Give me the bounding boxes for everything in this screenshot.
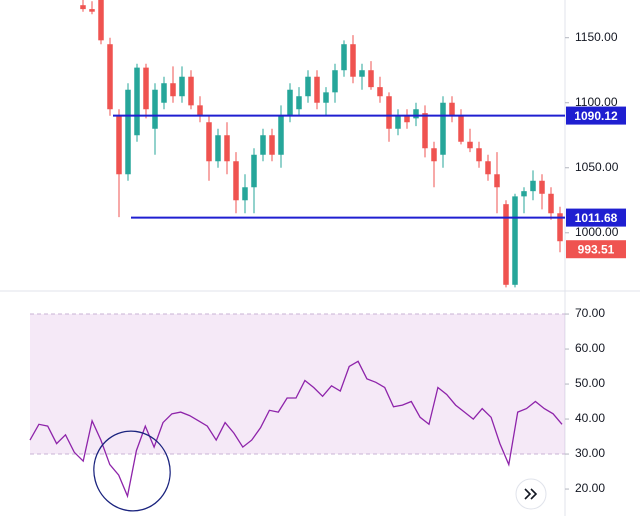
candle-body xyxy=(332,70,338,93)
candle-body xyxy=(143,67,149,110)
candle-body xyxy=(233,161,239,201)
candle-body xyxy=(512,196,518,285)
candle-body xyxy=(350,44,356,77)
y-tick-label: 50.00 xyxy=(575,376,605,390)
candle-body xyxy=(296,96,302,110)
candle-body xyxy=(206,122,212,162)
rsi-line xyxy=(29,360,563,499)
y-tick-label: 1050.00 xyxy=(575,160,619,174)
y-tick-label: 20.00 xyxy=(575,481,605,495)
candle-body xyxy=(260,135,266,155)
price-label: 1011.68 xyxy=(575,211,618,225)
candle-body xyxy=(422,113,428,149)
candle-body xyxy=(125,89,131,175)
candle-body xyxy=(458,115,464,142)
price-label-box xyxy=(566,106,626,125)
candle-body xyxy=(521,191,527,197)
last-price-box xyxy=(566,240,626,259)
candle-body xyxy=(431,148,437,162)
candle-body xyxy=(404,115,410,123)
annotation-ellipse xyxy=(93,430,171,512)
candle-body xyxy=(161,83,167,103)
y-tick-label: 40.00 xyxy=(575,411,605,425)
candle-body xyxy=(530,180,536,192)
candle-body xyxy=(242,187,248,201)
plot-layer: 1000.00 1050.00 1100.00 1150.00 1090.12 1011.… xyxy=(29,0,626,499)
candle-body xyxy=(305,76,311,97)
scroll-button[interactable] xyxy=(515,478,547,510)
candle-body xyxy=(440,102,446,155)
rsi-band xyxy=(30,314,565,455)
candle-body xyxy=(323,92,329,103)
candle-body xyxy=(287,89,293,116)
price-label: 1090.12 xyxy=(574,109,618,123)
candle-body xyxy=(98,0,104,41)
candle-body xyxy=(314,76,320,103)
candle-body xyxy=(386,96,392,129)
candle-body xyxy=(89,9,95,12)
price-label-box xyxy=(566,208,626,227)
last-price-label: 993.51 xyxy=(578,242,615,256)
candle-body xyxy=(152,89,158,129)
candle-body xyxy=(494,174,500,188)
candle-body xyxy=(215,135,221,162)
candle-body xyxy=(224,135,230,162)
candle-body xyxy=(341,44,347,71)
y-tick-label: 1150.00 xyxy=(575,30,618,44)
candle-body xyxy=(485,161,491,175)
candle-body xyxy=(251,154,257,188)
candle-body xyxy=(539,180,545,194)
candle-body xyxy=(179,76,185,97)
candle-body xyxy=(368,70,374,88)
y-tick-label: 60.00 xyxy=(575,341,605,355)
scroll-button-icon xyxy=(524,488,538,500)
candle-body xyxy=(197,105,203,116)
candle-body xyxy=(278,115,284,155)
candle-body xyxy=(188,76,194,106)
candle-body xyxy=(395,115,401,129)
y-tick-label: 30.00 xyxy=(575,446,605,460)
candle-body xyxy=(503,204,509,285)
candle-body xyxy=(359,70,365,77)
candle-body xyxy=(476,148,482,162)
candle-body xyxy=(557,213,563,242)
candle-body xyxy=(170,83,176,97)
candle-body xyxy=(107,44,113,110)
candle-body xyxy=(269,135,275,155)
candle-body xyxy=(116,115,122,175)
candle-body xyxy=(467,141,473,149)
candle-body xyxy=(80,5,86,10)
candle-body xyxy=(449,102,455,116)
candle-body xyxy=(134,67,140,136)
candle-body xyxy=(377,87,383,97)
y-tick-label: 70.00 xyxy=(575,306,605,320)
y-tick-label: 1100.00 xyxy=(575,95,618,109)
candle-body xyxy=(413,109,419,119)
y-tick-label: 1000.00 xyxy=(575,225,619,239)
candle-body xyxy=(548,193,554,214)
